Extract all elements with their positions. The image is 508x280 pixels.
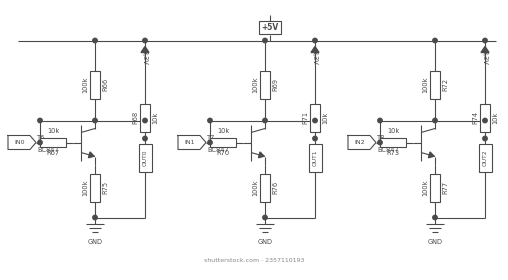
Text: GND: GND [87,239,103,246]
Circle shape [143,136,147,141]
Text: OUT1: OUT1 [312,149,318,166]
Circle shape [263,38,267,43]
Text: 100k: 100k [82,179,88,196]
Text: 10k: 10k [217,128,229,134]
Circle shape [93,215,97,220]
FancyBboxPatch shape [380,138,406,147]
FancyBboxPatch shape [310,104,320,132]
Text: 3,3V: 3,3V [482,50,488,65]
Circle shape [483,38,487,43]
Circle shape [93,38,97,43]
Text: 100k: 100k [422,179,428,196]
Circle shape [433,118,437,123]
Circle shape [38,118,42,123]
Circle shape [143,118,147,123]
Text: R66: R66 [102,78,108,91]
FancyBboxPatch shape [260,71,270,99]
Text: OUT2: OUT2 [483,149,488,166]
Circle shape [208,118,212,123]
Text: R70: R70 [216,150,230,156]
FancyBboxPatch shape [430,174,440,202]
Polygon shape [348,136,376,150]
Text: 100k: 100k [82,76,88,93]
Text: 3,3V: 3,3V [312,50,318,65]
Text: R71: R71 [302,111,308,124]
Polygon shape [428,152,434,158]
Circle shape [93,118,97,123]
Text: 100k: 100k [422,76,428,93]
FancyBboxPatch shape [139,143,151,171]
Text: T6: T6 [37,136,45,141]
Polygon shape [311,46,319,53]
Polygon shape [8,136,36,150]
FancyBboxPatch shape [479,143,492,171]
Circle shape [143,38,147,43]
Text: BC847: BC847 [37,146,59,153]
Text: IN1: IN1 [185,140,195,145]
Text: BC847: BC847 [207,146,229,153]
Circle shape [378,140,382,145]
Text: R67: R67 [46,150,59,156]
Text: +5V: +5V [262,23,278,32]
Circle shape [263,215,267,220]
Text: T8: T8 [377,136,386,141]
Circle shape [483,136,487,141]
Circle shape [313,118,317,123]
Circle shape [433,215,437,220]
FancyBboxPatch shape [140,104,150,132]
Circle shape [313,136,317,141]
Text: 100k: 100k [252,76,258,93]
FancyBboxPatch shape [308,143,322,171]
Text: GND: GND [428,239,442,246]
Polygon shape [259,152,264,158]
Text: 10k: 10k [492,111,498,124]
Circle shape [378,118,382,123]
Text: shutterstock.com · 2357110193: shutterstock.com · 2357110193 [204,258,304,263]
FancyBboxPatch shape [260,174,270,202]
Text: 3,3V: 3,3V [142,50,148,65]
Polygon shape [141,46,149,53]
FancyBboxPatch shape [259,21,281,34]
FancyBboxPatch shape [40,138,66,147]
Circle shape [483,118,487,123]
Text: OUT0: OUT0 [143,149,147,166]
Text: 10k: 10k [47,128,59,134]
Polygon shape [88,152,94,158]
Text: R77: R77 [442,181,448,194]
Text: T7: T7 [207,136,215,141]
Text: 10k: 10k [322,111,328,124]
Text: R68: R68 [132,111,138,124]
Text: 10k: 10k [387,128,399,134]
Circle shape [433,38,437,43]
Circle shape [38,140,42,145]
Polygon shape [178,136,206,150]
FancyBboxPatch shape [480,104,490,132]
FancyBboxPatch shape [90,71,100,99]
Text: BC847: BC847 [377,146,399,153]
Circle shape [313,38,317,43]
Circle shape [263,118,267,123]
FancyBboxPatch shape [430,71,440,99]
Text: GND: GND [258,239,272,246]
Text: R72: R72 [442,78,448,91]
Text: R73: R73 [387,150,399,156]
Text: 100k: 100k [252,179,258,196]
FancyBboxPatch shape [90,174,100,202]
Text: R76: R76 [272,181,278,194]
Polygon shape [481,46,489,53]
Text: 10k: 10k [152,111,158,124]
Text: R75: R75 [102,181,108,194]
Text: IN0: IN0 [15,140,25,145]
Text: R74: R74 [472,111,478,124]
Text: R69: R69 [272,78,278,91]
Text: IN2: IN2 [355,140,365,145]
FancyBboxPatch shape [210,138,236,147]
Circle shape [208,140,212,145]
